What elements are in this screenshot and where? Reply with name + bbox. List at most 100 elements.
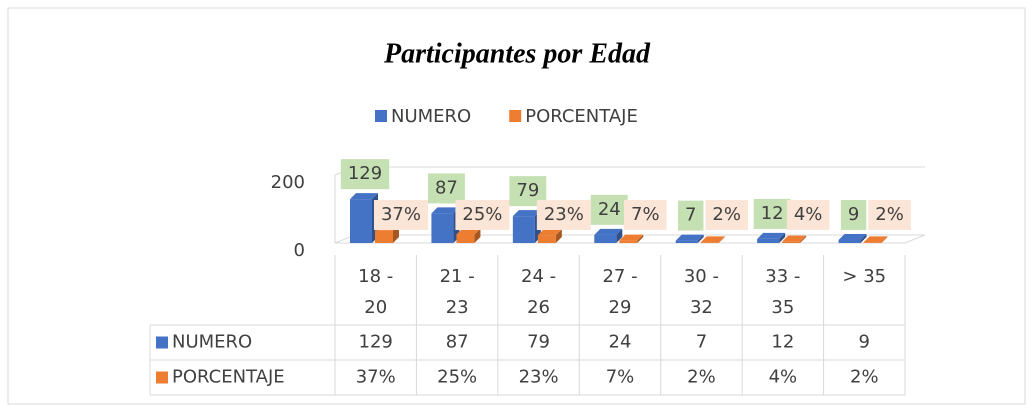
- bar-top: [863, 236, 888, 243]
- x-tick-label-line: 23: [446, 297, 469, 318]
- table-cell: 79: [527, 332, 550, 353]
- data-label-bg: [786, 200, 830, 230]
- legend-label: PORCENTAJE: [525, 106, 638, 127]
- bar: [757, 238, 780, 243]
- y-tick-label: 200: [271, 172, 305, 193]
- table-cell: 87: [446, 332, 469, 353]
- data-label: 87: [435, 177, 458, 198]
- bar-top: [782, 235, 807, 242]
- bar: [863, 242, 882, 243]
- bar: [431, 213, 454, 243]
- table-legend-swatch: [156, 336, 168, 349]
- table-cell: 4%: [769, 367, 798, 388]
- data-label-bg: [590, 194, 628, 225]
- data-label: 2%: [712, 204, 741, 225]
- data-label-bg: [373, 200, 429, 230]
- bar-side: [718, 236, 725, 243]
- table-legend-swatch: [156, 371, 168, 384]
- data-label-bg: [455, 200, 510, 230]
- data-label: 4%: [794, 204, 823, 225]
- x-tick-label-line: 29: [609, 297, 632, 318]
- data-label-bg: [624, 200, 667, 230]
- bar-side: [860, 233, 867, 243]
- legend-swatch: [375, 110, 387, 122]
- x-tick-label: 24 - 26: [521, 266, 556, 318]
- bar-side: [555, 229, 562, 243]
- legend-label: NUMERO: [391, 106, 471, 127]
- table-cell: 129: [359, 332, 393, 353]
- bar: [537, 235, 556, 243]
- x-tick-label-line: 33 -: [765, 266, 800, 287]
- data-label: 23%: [544, 204, 584, 225]
- bar: [675, 240, 698, 243]
- bar-top: [838, 233, 867, 240]
- bar-top: [512, 210, 541, 217]
- bar: [456, 234, 475, 243]
- bar-top: [619, 234, 644, 241]
- bar-top: [537, 229, 562, 236]
- x-tick-label-line: 30 -: [684, 266, 719, 287]
- table-cell: 2%: [687, 367, 716, 388]
- bar: [594, 234, 617, 243]
- bar: [512, 216, 535, 243]
- data-label: 79: [516, 180, 539, 201]
- table-cell: 37%: [356, 367, 396, 388]
- data-label-bg: [868, 200, 911, 230]
- bar: [838, 239, 861, 243]
- x-tick-label-line: 20: [364, 297, 387, 318]
- data-label-box: 12: [753, 198, 791, 229]
- bar-top: [675, 234, 704, 241]
- x-tick-label-line: 18 -: [358, 266, 393, 287]
- data-label-box: 25%: [455, 200, 510, 230]
- y-tick-label: 0: [294, 240, 305, 261]
- data-label-bg: [840, 199, 867, 230]
- bar-top: [757, 232, 786, 239]
- bar-top: [594, 228, 623, 235]
- data-label-bg: [705, 200, 748, 230]
- bar: [700, 242, 719, 243]
- x-tick-label-line: 35: [771, 297, 794, 318]
- bar-top: [350, 193, 378, 200]
- data-label: 9: [848, 204, 859, 225]
- x-tick-label-line: 26: [527, 297, 550, 318]
- x-tick-label: 30 - 32: [684, 266, 719, 318]
- data-label-bg: [536, 200, 591, 230]
- bar-side: [616, 228, 623, 243]
- data-label-box: 23%: [536, 200, 591, 230]
- data-label-box: 24: [590, 194, 628, 225]
- table-series-name: NUMERO: [172, 332, 252, 353]
- data-label: 12: [761, 203, 784, 224]
- data-label-bg: [427, 173, 465, 204]
- bar-side: [474, 228, 481, 243]
- data-label: 7%: [631, 204, 660, 225]
- data-label-bg: [677, 200, 704, 231]
- data-label-box: 129: [340, 159, 390, 190]
- data-label: 25%: [462, 204, 502, 225]
- data-label-box: 2%: [705, 200, 748, 230]
- data-label-box: 2%: [868, 200, 911, 230]
- x-tick-label-line: 27 -: [602, 266, 637, 287]
- x-tick-label: 27 - 29: [602, 266, 637, 318]
- data-label: 2%: [875, 204, 904, 225]
- x-tick-label: 21 - 23: [440, 266, 475, 318]
- bar: [350, 199, 372, 243]
- table-cell: 9: [859, 332, 870, 353]
- legend-swatch: [509, 110, 522, 122]
- bar: [375, 230, 393, 243]
- data-label-bg: [753, 198, 791, 229]
- x-tick-label-line: 24 -: [521, 266, 556, 287]
- bar-top: [431, 207, 460, 214]
- bar-side: [697, 234, 704, 243]
- table-cell: 24: [609, 332, 632, 353]
- data-label: 129: [348, 163, 382, 184]
- table-cell: 7: [696, 332, 707, 353]
- x-tick-label: 33 - 35: [765, 266, 800, 318]
- table-cell: 23%: [519, 367, 559, 388]
- bar: [619, 240, 638, 243]
- data-label-box: 4%: [786, 200, 830, 230]
- data-label-box: 7: [677, 200, 704, 231]
- data-label: 7: [685, 205, 696, 226]
- bar-side: [779, 232, 786, 243]
- x-tick-label: 18 - 20: [358, 266, 393, 318]
